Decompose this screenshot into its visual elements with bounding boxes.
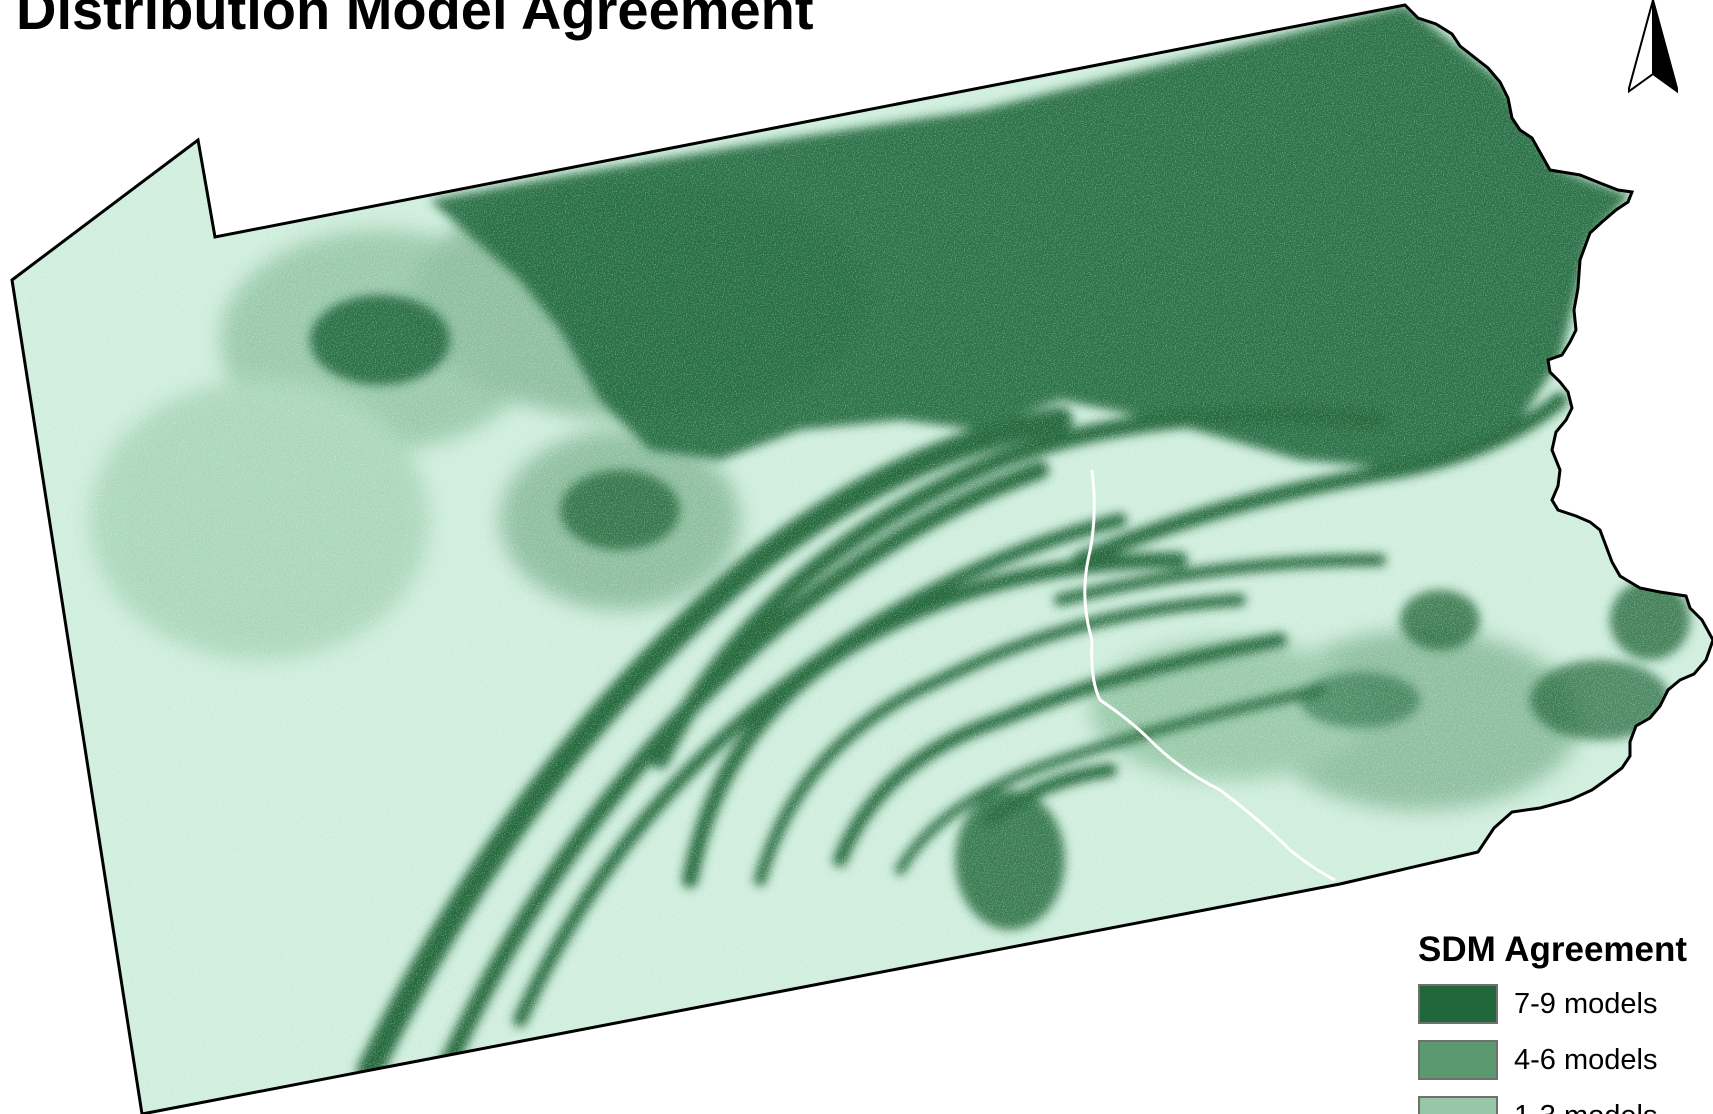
legend-swatch-medium — [1418, 1040, 1498, 1080]
legend-label: 1-3 models — [1514, 1098, 1657, 1114]
legend-label: 4-6 models — [1514, 1044, 1658, 1076]
legend-title: SDM Agreement — [1418, 930, 1688, 969]
legend-item: 1-3 models — [1418, 1096, 1713, 1114]
map-title: Distribution Model Agreement — [16, 0, 814, 41]
legend-item: 4-6 models — [1418, 1040, 1713, 1084]
legend-swatch-high — [1418, 984, 1498, 1024]
legend-label: 7-9 models — [1514, 988, 1658, 1020]
north-arrow-icon — [1628, 0, 1678, 94]
legend-item: 7-9 models — [1418, 984, 1713, 1028]
legend-swatch-low — [1418, 1096, 1498, 1114]
river-line — [1083, 469, 1336, 882]
map-legend: SDM Agreement 7-9 models 4-6 models 1-3 … — [1418, 928, 1713, 1114]
